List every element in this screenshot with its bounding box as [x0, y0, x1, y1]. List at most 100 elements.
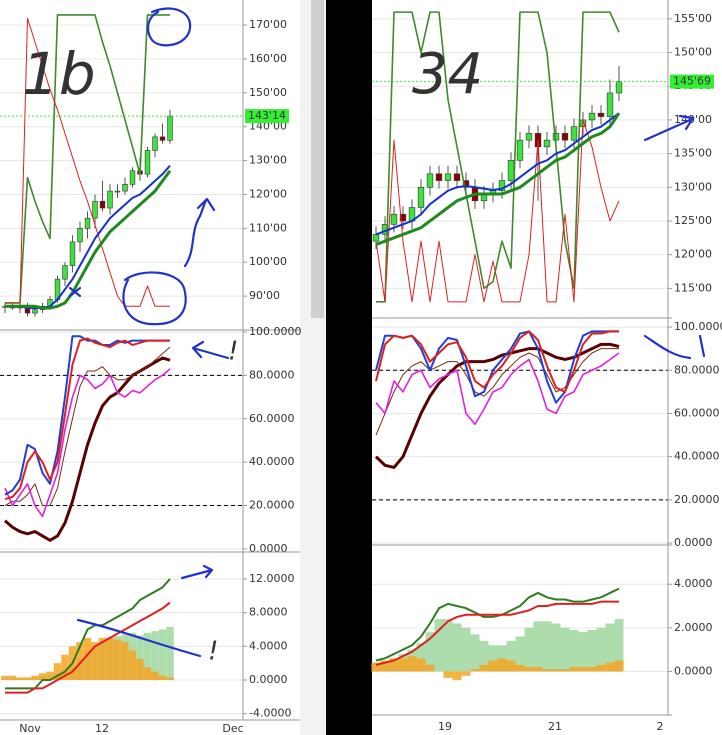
y-tick-label: 80.0000	[674, 363, 720, 376]
candle-body	[453, 173, 461, 181]
y-tick-label: 125'00	[674, 214, 712, 227]
candle-body	[32, 309, 38, 314]
handwritten-note: !	[208, 637, 218, 667]
histogram-bar	[479, 640, 489, 672]
histogram-bar	[136, 635, 144, 680]
scrollbar[interactable]	[311, 0, 324, 318]
histogram-bar	[524, 667, 534, 672]
histogram-bar	[407, 656, 417, 672]
histogram-bar	[76, 642, 84, 680]
candle-body	[615, 81, 623, 94]
y-tick-label: 8.0000	[249, 606, 288, 619]
histogram-bar	[614, 619, 624, 672]
histogram-bar	[83, 637, 92, 680]
histogram-bar	[98, 637, 107, 680]
histogram-bar	[106, 637, 114, 680]
x-tick-label: 2	[657, 720, 664, 733]
handwritten-note: 34	[412, 42, 483, 107]
histogram-bar	[1, 675, 9, 680]
y-tick-label: 12.0000	[249, 572, 295, 585]
candle-body	[92, 200, 98, 219]
histogram-bar	[143, 632, 152, 680]
candle-body	[597, 112, 605, 117]
candle-body	[114, 190, 121, 193]
y-tick-label: 60.0000	[674, 406, 720, 419]
y-tick-label: 150'00	[249, 86, 287, 99]
candle-body	[561, 133, 569, 141]
histogram-bar	[533, 667, 543, 672]
histogram-bar	[569, 667, 579, 672]
histogram-bar	[380, 660, 390, 672]
histogram-bar	[38, 673, 47, 680]
candle-body	[152, 136, 158, 151]
candle-body	[167, 115, 173, 141]
indicator-line	[5, 601, 171, 694]
candle-body	[69, 241, 76, 266]
x-tick-label: Nov	[19, 722, 41, 735]
candle-body	[372, 234, 380, 242]
y-tick-label: 160'00	[249, 52, 287, 65]
y-tick-label: 115'00	[674, 281, 712, 294]
histogram-bar	[143, 667, 152, 680]
histogram-bar	[497, 658, 507, 672]
candle-body	[99, 200, 106, 209]
y-tick-label: 135'00	[674, 147, 712, 160]
histogram-bar	[542, 669, 552, 672]
histogram-bar	[569, 630, 579, 672]
indicator-line	[376, 11, 620, 303]
histogram-bar	[136, 658, 144, 680]
histogram-bar	[551, 623, 561, 672]
histogram-bar	[488, 645, 498, 672]
histogram-bar	[91, 642, 99, 680]
indicator-line	[375, 330, 619, 393]
candle-body	[62, 265, 68, 280]
x-tick-label: 12	[95, 722, 109, 735]
histogram-bar	[596, 664, 606, 672]
histogram-bar	[452, 623, 462, 672]
candle-body	[588, 112, 596, 121]
histogram-bar	[578, 667, 588, 672]
histogram-bar	[166, 677, 174, 680]
last-price-badge	[670, 74, 714, 89]
indicator-line	[375, 119, 620, 303]
y-tick-label: 60.0000	[249, 412, 295, 425]
candle-body	[507, 160, 515, 181]
histogram-bar	[31, 675, 39, 680]
histogram-bar	[425, 632, 435, 672]
indicator-line	[4, 346, 171, 507]
histogram-bar	[46, 671, 54, 680]
candle-body	[606, 92, 614, 117]
y-tick-label: 155'00	[674, 12, 712, 25]
histogram-bar	[151, 671, 159, 680]
hand-line	[76, 618, 202, 658]
hand-arrow	[183, 197, 216, 268]
histogram-bar	[524, 627, 534, 672]
candle-body	[570, 126, 578, 141]
hand-arrow	[180, 564, 214, 580]
x-tick-label: Dec	[222, 722, 243, 735]
handwritten-note: 1b	[22, 40, 96, 108]
histogram-bar	[515, 664, 525, 672]
candle-body	[516, 139, 524, 161]
candle-body	[84, 217, 91, 229]
histogram-bar	[53, 663, 62, 680]
histogram-bar	[461, 671, 471, 676]
histogram-bar	[128, 650, 137, 680]
histogram-bar	[416, 658, 426, 672]
histogram-bar	[506, 640, 516, 672]
histogram-bar	[398, 658, 408, 672]
indicator-line	[4, 368, 171, 518]
y-tick-label: 110'00	[249, 221, 287, 234]
histogram-bar	[605, 662, 615, 672]
hand-mark	[68, 286, 82, 298]
histogram-bar	[587, 667, 597, 672]
x-tick-label: 19	[438, 720, 452, 733]
hand-drawing	[68, 7, 706, 658]
histogram-bar	[560, 627, 570, 672]
histogram-bar	[470, 669, 480, 672]
histogram-bar	[587, 630, 597, 672]
histogram-bar	[389, 658, 399, 672]
histogram-bar	[488, 660, 498, 672]
